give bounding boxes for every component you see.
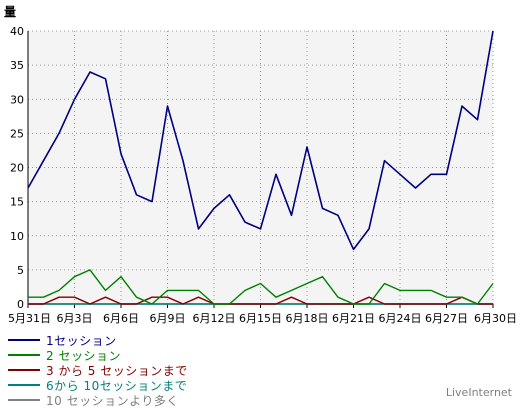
legend-swatch-series-2 (8, 353, 40, 356)
y-tick-label: 30 (10, 93, 24, 106)
x-tick-label: 6月12日 (193, 312, 236, 325)
y-tick-label: 5 (17, 264, 24, 277)
x-tick-label: 5月31日 (8, 312, 51, 325)
legend-swatch-series-5 (8, 398, 40, 401)
x-tick-label: 6月30日 (474, 312, 517, 325)
legend-swatch-series-4 (8, 383, 40, 386)
x-tick-label: 6月6日 (103, 312, 139, 325)
y-tick-label: 15 (10, 196, 24, 209)
x-tick-label: 6月18日 (286, 312, 329, 325)
series-line-1 (27, 30, 494, 251)
y-tick-label: 35 (10, 59, 24, 72)
legend-label-series-4: 6から 10セッションまで (46, 379, 188, 393)
legend-item-series-3: 3 から 5 セッションまで (8, 364, 188, 379)
legend-swatch-series-3 (8, 368, 40, 371)
x-tick-label: 6月15日 (239, 312, 282, 325)
y-tick-label: 0 (17, 298, 24, 311)
x-tick-label: 6月9日 (150, 312, 186, 325)
legend-item-series-1: 1セッション (8, 334, 188, 349)
y-tick-label: 40 (10, 25, 24, 38)
legend-item-series-2: 2 セッション (8, 349, 188, 364)
legend-label-series-2: 2 セッション (46, 349, 121, 363)
x-tick-label: 6月27日 (425, 312, 468, 325)
y-axis-title: 量 (4, 5, 16, 19)
legend-item-series-4: 6から 10セッションまで (8, 379, 188, 394)
watermark-liveinternet: LiveInternet (445, 386, 512, 399)
series-line-2 (28, 269, 494, 305)
legend-label-series-5: 10 セッションより多く (46, 394, 179, 408)
x-tick-label: 6月21日 (332, 312, 375, 325)
y-tick-label: 20 (10, 162, 24, 175)
legend-label-series-1: 1セッション (46, 334, 117, 348)
legend-item-series-5: 10 セッションより多く (8, 394, 188, 409)
x-tick-label: 6月3日 (57, 312, 93, 325)
y-tick-label: 10 (10, 230, 24, 243)
series-line-3 (28, 296, 493, 305)
y-tick-label: 25 (10, 127, 24, 140)
legend-label-series-3: 3 から 5 セッションまで (46, 364, 188, 378)
legend-swatch-series-1 (8, 338, 40, 341)
legend: 1セッション 2 セッション 3 から 5 セッションまで 6から 10セッショ… (8, 334, 188, 409)
x-tick-label: 6月24日 (379, 312, 422, 325)
